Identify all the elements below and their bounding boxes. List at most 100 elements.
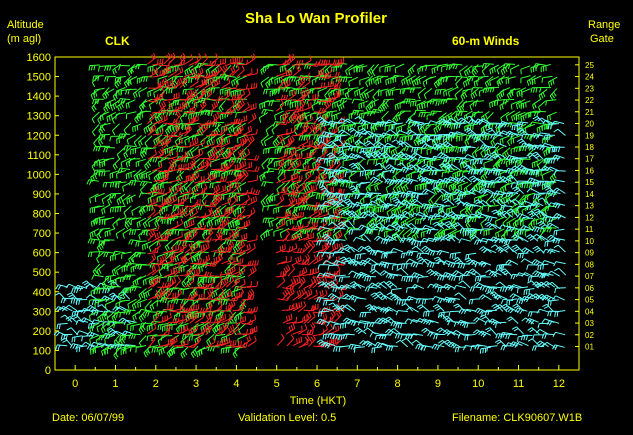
wind-barb (541, 260, 555, 265)
wind-barb (194, 67, 204, 78)
wind-barb (392, 233, 404, 242)
wind-barb (286, 189, 299, 196)
wind-barb (400, 166, 413, 174)
wind-barb (499, 135, 510, 145)
wind-barb (110, 99, 120, 111)
wind-barb (478, 330, 492, 338)
wind-barb (173, 66, 184, 77)
wind-barb (166, 345, 175, 358)
wind-barb (480, 158, 493, 165)
wind-barb (544, 226, 557, 233)
wind-barb (109, 180, 122, 188)
wind-barb (190, 268, 201, 278)
wind-barb (415, 133, 429, 140)
wind-barb (297, 194, 306, 206)
wind-barb (140, 76, 153, 82)
wind-barb (287, 172, 298, 182)
wind-barb (128, 158, 141, 165)
wind-barb (466, 75, 479, 82)
wind-barb (195, 89, 204, 101)
wind-barb (458, 238, 472, 244)
wind-barb (190, 146, 200, 158)
wind-barb (326, 110, 338, 118)
wind-barb (474, 194, 485, 204)
wind-barb (416, 317, 429, 324)
wind-barb (396, 267, 409, 276)
wind-barb (209, 170, 221, 177)
wind-barb (415, 343, 428, 351)
wind-barb (520, 258, 534, 265)
wind-barb (232, 146, 241, 158)
wind-barb (182, 123, 194, 131)
wind-barb (71, 335, 83, 343)
wind-barb (104, 346, 115, 355)
wind-barb (104, 300, 115, 310)
wind-barb (70, 298, 83, 304)
wind-barb (258, 112, 269, 123)
wind-barb (100, 122, 111, 131)
wind-barb (333, 238, 346, 245)
wind-barb (99, 217, 111, 226)
wind-barb (208, 110, 220, 117)
wind-barb (347, 87, 359, 95)
wind-barb (537, 220, 550, 229)
wind-barb (394, 63, 405, 74)
wind-barb (136, 217, 147, 228)
wind-barb (123, 319, 137, 326)
wind-barb (327, 310, 336, 323)
wind-barb (478, 276, 491, 282)
wind-barb (531, 217, 542, 227)
wind-barb (420, 229, 432, 238)
wind-barb (115, 346, 127, 355)
wind-barb (112, 306, 126, 312)
wind-barb (147, 112, 156, 124)
wind-barb (516, 286, 529, 294)
wind-barb (382, 98, 395, 105)
wind-barb (456, 99, 464, 112)
wind-barb (384, 328, 398, 336)
wind-barb (463, 65, 473, 77)
wind-barb (501, 192, 514, 199)
wind-barb (505, 110, 515, 122)
wind-barb (391, 196, 403, 206)
wind-barb (421, 99, 432, 110)
wind-barb (235, 206, 246, 215)
wind-barb (468, 268, 481, 276)
wind-barb (235, 311, 246, 321)
wind-barb (334, 172, 344, 183)
wind-barb (162, 195, 172, 207)
wind-barb (498, 224, 512, 230)
wind-barb (292, 159, 302, 171)
wind-barb (390, 287, 402, 295)
wind-barb (162, 64, 172, 77)
wind-barb (210, 271, 223, 277)
wind-barb (318, 209, 329, 218)
wind-barb (98, 170, 111, 177)
wind-barb (163, 135, 172, 148)
wind-barb (276, 276, 286, 288)
wind-barb (339, 321, 351, 329)
wind-barb (532, 115, 545, 124)
wind-barb (124, 262, 137, 268)
wind-barb (205, 228, 214, 241)
wind-barb (214, 230, 223, 243)
wind-barb (510, 100, 521, 110)
wind-barb (349, 281, 362, 289)
wind-barb (324, 222, 336, 230)
wind-barb (129, 229, 141, 236)
wind-barb (516, 298, 529, 305)
wind-barb (532, 181, 544, 188)
wind-barb (323, 59, 336, 65)
wind-barb (163, 79, 174, 89)
wind-barb (405, 250, 419, 257)
wind-barb (188, 290, 198, 301)
wind-barb (437, 133, 450, 140)
wind-barb (193, 335, 202, 348)
wind-barb (99, 227, 111, 235)
wind-barb (220, 322, 228, 335)
wind-barb (445, 97, 458, 104)
wind-barb (471, 216, 484, 223)
wind-barb (286, 53, 296, 66)
wind-barb (380, 204, 393, 210)
wind-barb (169, 208, 179, 218)
